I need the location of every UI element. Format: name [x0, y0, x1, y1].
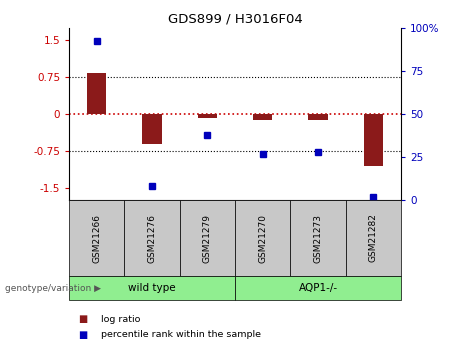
Text: ■: ■: [78, 314, 88, 324]
Text: GSM21282: GSM21282: [369, 214, 378, 263]
Bar: [308, 114, 328, 120]
Text: GSM21276: GSM21276: [148, 214, 157, 263]
Bar: [198, 114, 217, 118]
Text: log ratio: log ratio: [101, 315, 141, 324]
Text: GSM21273: GSM21273: [313, 214, 323, 263]
Text: wild type: wild type: [128, 283, 176, 293]
Bar: [364, 114, 383, 166]
Text: GSM21270: GSM21270: [258, 214, 267, 263]
Bar: [142, 114, 162, 145]
Text: ■: ■: [78, 330, 88, 339]
Title: GDS899 / H3016F04: GDS899 / H3016F04: [168, 12, 302, 25]
Text: AQP1-/-: AQP1-/-: [299, 283, 337, 293]
Bar: [87, 73, 106, 114]
Text: percentile rank within the sample: percentile rank within the sample: [101, 330, 261, 339]
Text: genotype/variation ▶: genotype/variation ▶: [5, 284, 100, 293]
Bar: [253, 114, 272, 120]
Text: GSM21266: GSM21266: [92, 214, 101, 263]
Text: GSM21279: GSM21279: [203, 214, 212, 263]
